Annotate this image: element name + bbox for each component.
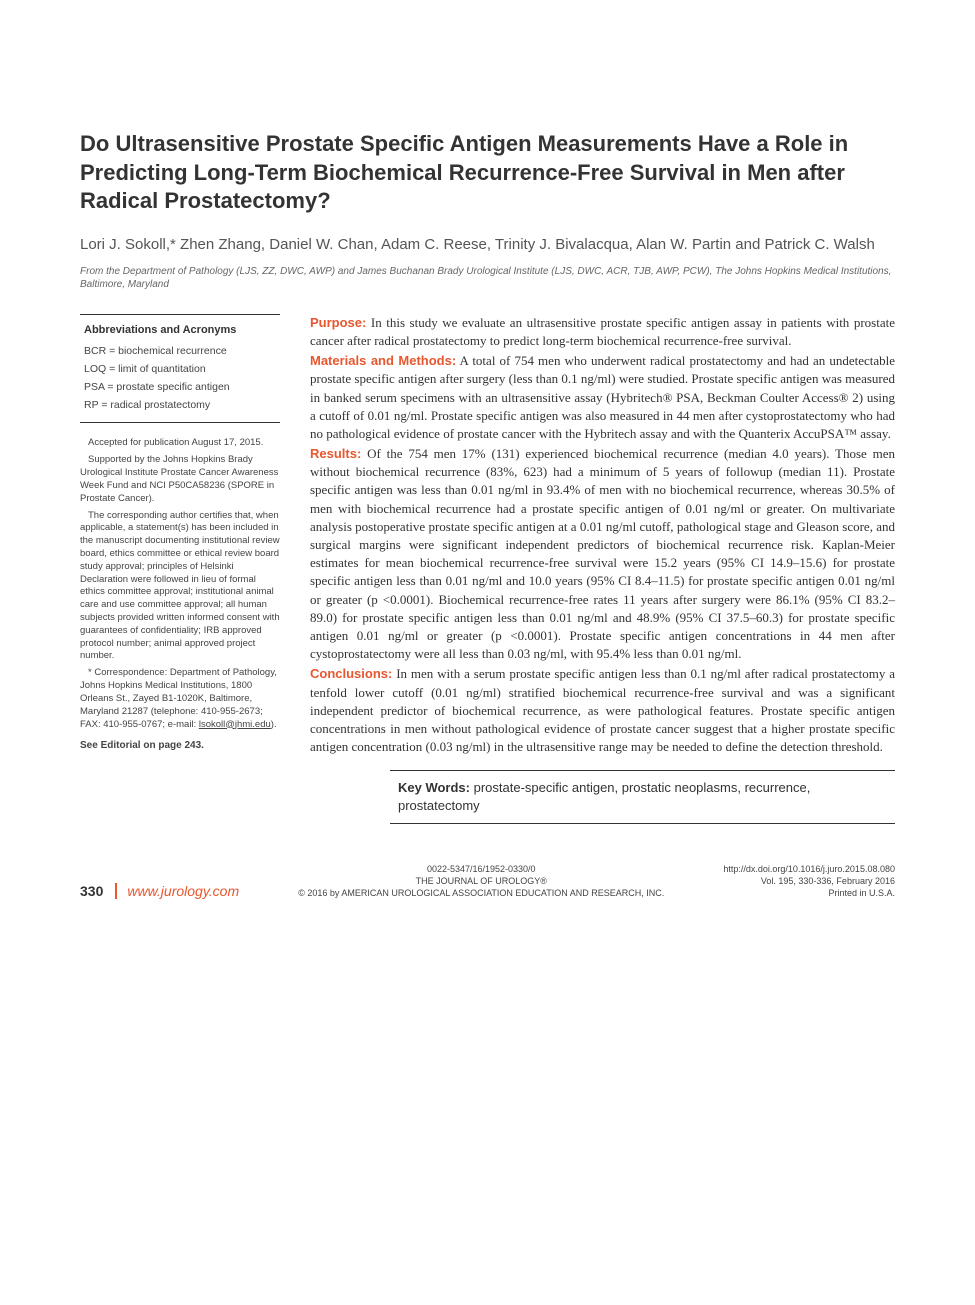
journal-name: THE JOURNAL OF UROLOGY® bbox=[298, 876, 664, 888]
left-column: Abbreviations and Acronyms BCR = biochem… bbox=[80, 314, 280, 757]
doi-link[interactable]: http://dx.doi.org/10.1016/j.juro.2015.08… bbox=[723, 864, 895, 876]
article-notes: Accepted for publication August 17, 2015… bbox=[80, 437, 280, 752]
abbr-item: PSA = prostate specific antigen bbox=[84, 379, 276, 397]
main-columns: Abbreviations and Acronyms BCR = biochem… bbox=[80, 314, 895, 825]
keywords-label: Key Words: bbox=[398, 780, 470, 795]
page-number: 330 bbox=[80, 883, 103, 899]
abbr-item: LOQ = limit of quantitation bbox=[84, 361, 276, 379]
correspondence-email[interactable]: lsokoll@jhmi.edu bbox=[199, 719, 271, 730]
footer-right: http://dx.doi.org/10.1016/j.juro.2015.08… bbox=[723, 864, 895, 899]
volume-info: Vol. 195, 330-336, February 2016 bbox=[723, 876, 895, 888]
issn: 0022-5347/16/1952-0330/0 bbox=[298, 864, 664, 876]
results-label: Results: bbox=[310, 446, 361, 461]
conclusions-label: Conclusions: bbox=[310, 666, 392, 681]
authors-list: Lori J. Sokoll,* Zhen Zhang, Daniel W. C… bbox=[80, 234, 895, 255]
journal-url[interactable]: www.jurology.com bbox=[115, 883, 239, 899]
printed-info: Printed in U.S.A. bbox=[723, 888, 895, 900]
accepted-note: Accepted for publication August 17, 2015… bbox=[80, 437, 280, 450]
copyright: © 2016 by AMERICAN UROLOGICAL ASSOCIATIO… bbox=[298, 888, 664, 900]
affiliation: From the Department of Pathology (LJS, Z… bbox=[80, 265, 895, 292]
abstract-results: Results: Of the 754 men 17% (131) experi… bbox=[310, 445, 895, 663]
page-footer: 330 www.jurology.com 0022-5347/16/1952-0… bbox=[80, 864, 895, 899]
abstract-methods: Materials and Methods: A total of 754 me… bbox=[310, 352, 895, 443]
keywords-box: Key Words: prostate-specific antigen, pr… bbox=[390, 770, 895, 824]
ethics-note: The corresponding author certifies that,… bbox=[80, 510, 280, 664]
methods-label: Materials and Methods: bbox=[310, 353, 456, 368]
abstract: Purpose: In this study we evaluate an ul… bbox=[310, 314, 895, 757]
abbreviations-title: Abbreviations and Acronyms bbox=[84, 323, 276, 337]
footer-left: 330 www.jurology.com bbox=[80, 883, 239, 899]
footer-center: 0022-5347/16/1952-0330/0 THE JOURNAL OF … bbox=[298, 864, 664, 899]
abstract-purpose: Purpose: In this study we evaluate an ul… bbox=[310, 314, 895, 350]
abbreviations-box: Abbreviations and Acronyms BCR = biochem… bbox=[80, 314, 280, 424]
support-note: Supported by the Johns Hopkins Brady Uro… bbox=[80, 454, 280, 505]
abbr-item: RP = radical prostatectomy bbox=[84, 397, 276, 415]
correspondence-note: * Correspondence: Department of Patholog… bbox=[80, 667, 280, 731]
editorial-reference: See Editorial on page 243. bbox=[80, 739, 280, 753]
purpose-label: Purpose: bbox=[310, 315, 366, 330]
abstract-column: Purpose: In this study we evaluate an ul… bbox=[310, 314, 895, 825]
article-title: Do Ultrasensitive Prostate Specific Anti… bbox=[80, 130, 895, 216]
abstract-conclusions: Conclusions: In men with a serum prostat… bbox=[310, 665, 895, 756]
abbr-item: BCR = biochemical recurrence bbox=[84, 343, 276, 361]
